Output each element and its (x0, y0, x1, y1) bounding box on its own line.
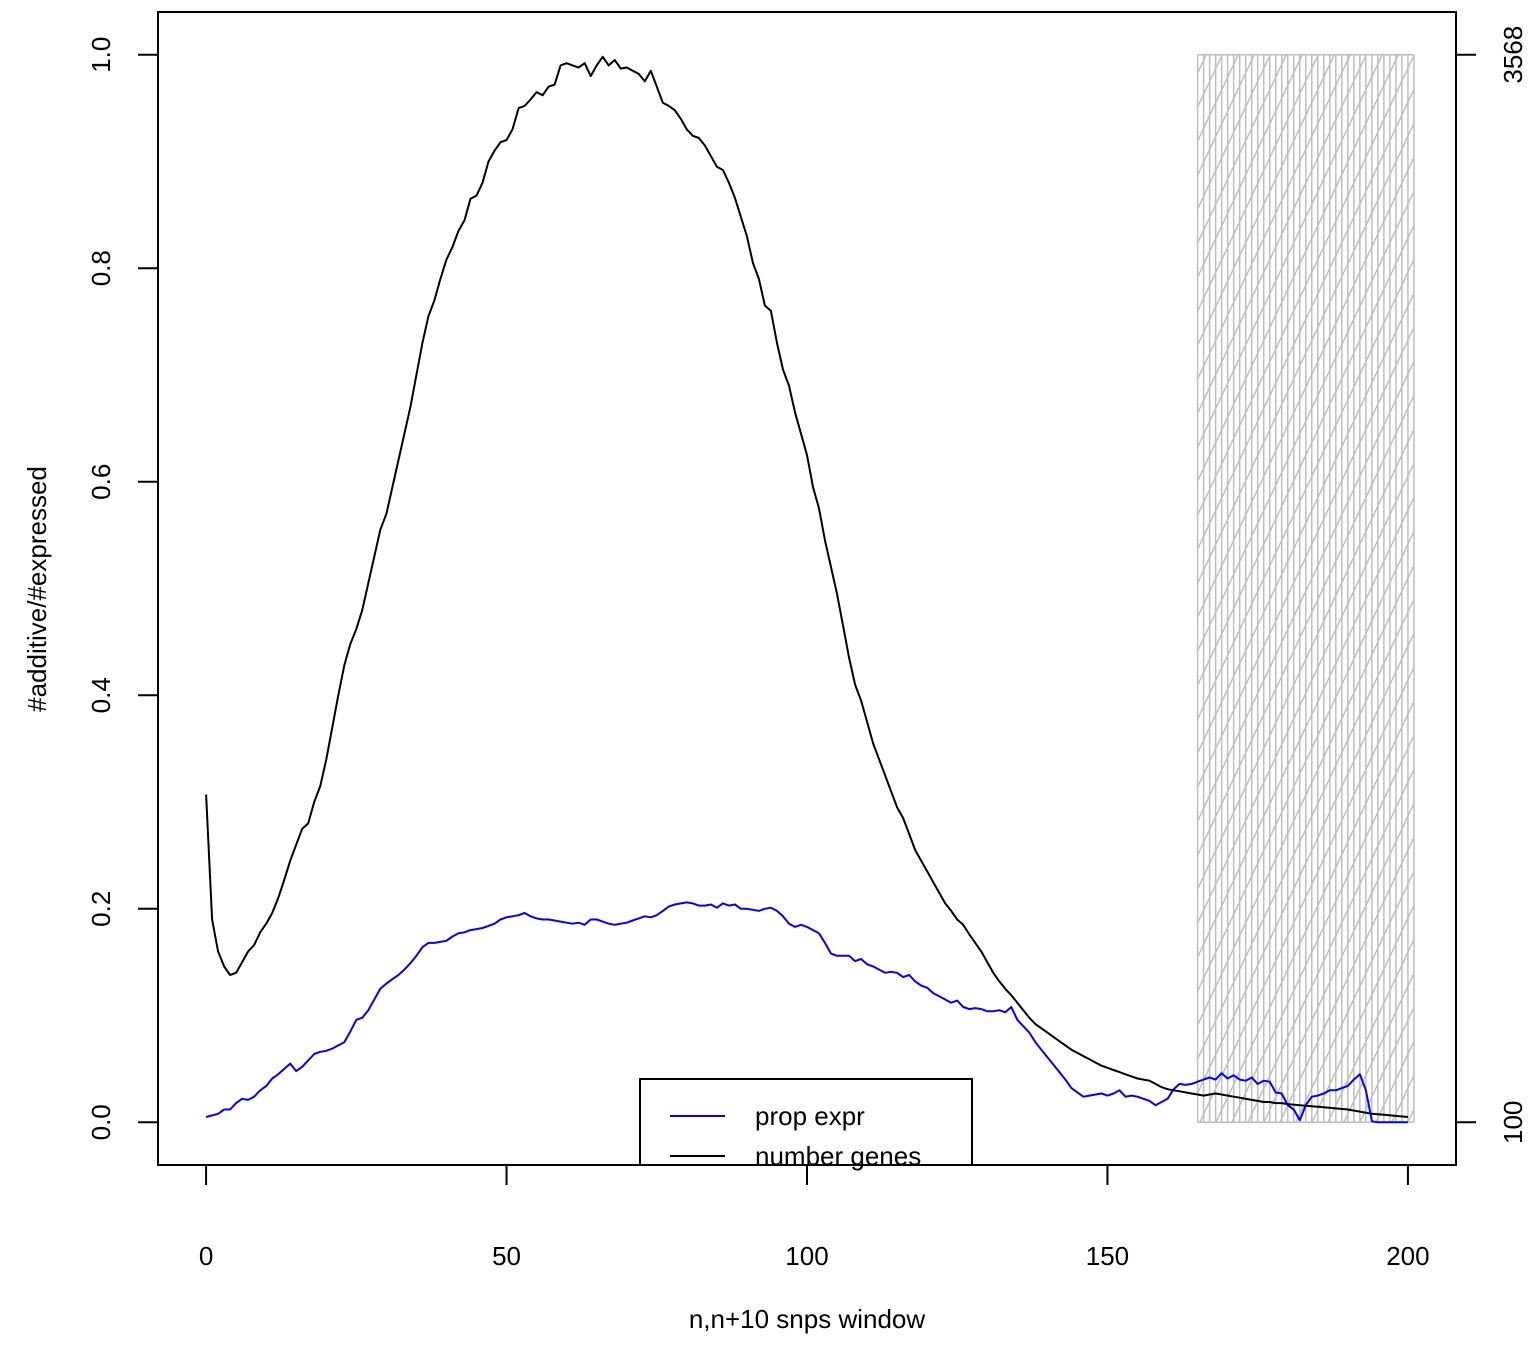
legend: prop expr number genes (639, 1078, 973, 1171)
legend-label-number-genes: number genes (755, 1141, 921, 1171)
x-tick-label: 150 (1086, 1241, 1129, 1271)
x-tick-label: 50 (492, 1241, 521, 1271)
right-axis-tick-label: 3568 (1498, 26, 1528, 84)
series-line-number-genes (205, 55, 1408, 1118)
y-axis: 0.0 0.2 0.4 0.6 0.8 1.0 (86, 37, 159, 1140)
y-axis-title: #additive/#expressed (22, 466, 52, 712)
shaded-region (1196, 53, 1415, 1124)
y-tick-label: 0.0 (86, 1104, 116, 1140)
x-axis: 0 50 100 150 200 (199, 1164, 1430, 1271)
x-axis-title: n,n+10 snps window (689, 1304, 926, 1334)
x-tick-label: 200 (1386, 1241, 1429, 1271)
right-axis-tick-label: 100 (1498, 1101, 1528, 1144)
legend-box (639, 1078, 973, 1166)
x-tick-label: 100 (785, 1241, 828, 1271)
x-tick-label: 0 (199, 1241, 213, 1271)
right-axis: 100 3568 (1455, 26, 1528, 1144)
y-tick-label: 0.8 (86, 250, 116, 286)
y-tick-label: 0.2 (86, 891, 116, 927)
series-layer (205, 55, 1408, 1124)
y-tick-label: 0.4 (86, 677, 116, 713)
y-tick-label: 1.0 (86, 37, 116, 73)
legend-label-prop-expr: prop expr (755, 1101, 865, 1131)
series-line-prop-expr (205, 901, 1408, 1124)
y-tick-label: 0.6 (86, 464, 116, 500)
